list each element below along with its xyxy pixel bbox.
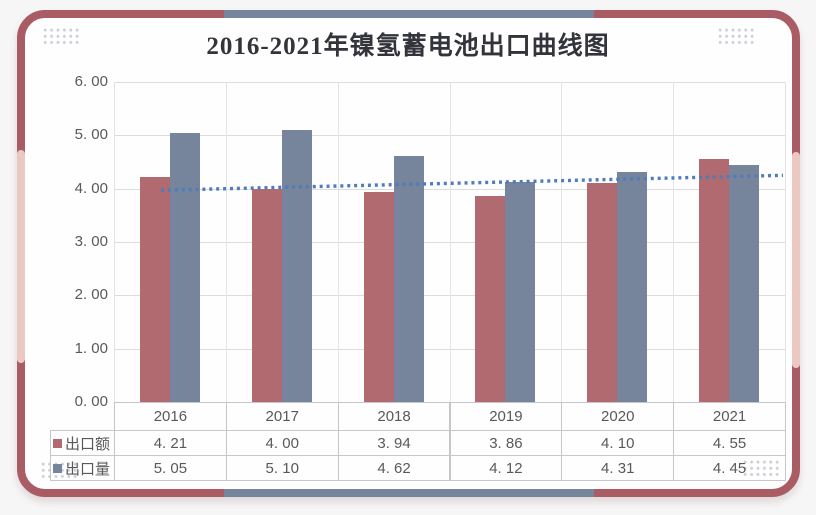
table-value-cell: 4. 55 [673,430,786,456]
y-axis-tick-label: 6. 00 [74,73,108,90]
table-header-year: 2019 [449,402,563,431]
bar-export-value-2020 [587,183,618,402]
table-value-cell: 4. 45 [673,455,786,481]
frame-accent-right [792,152,800,368]
y-axis-tick-label: 0. 00 [74,393,108,410]
bar-export-volume-2016 [169,132,200,402]
y-axis-tick-label: 5. 00 [74,126,108,144]
y-axis-tick-label: 4. 00 [74,179,108,197]
table-value-cell: 4. 31 [561,455,675,481]
y-axis-tick-label: 1. 00 [74,339,108,357]
bar-export-volume-2019 [505,182,536,402]
v-gridline [785,82,786,402]
v-gridline [561,82,563,402]
v-gridline [225,82,227,402]
table-value-cell: 3. 86 [449,430,563,456]
bar-export-value-2019 [475,196,506,402]
table-row-legend: 出口额 [50,430,115,456]
table-value-cell: 4. 00 [225,430,339,456]
table-value-cell: 4. 62 [337,455,451,481]
table-value-cell: 4. 10 [561,430,675,456]
table-header-year: 2016 [114,402,227,431]
corner-dots-bottom-right [742,459,779,476]
frame-accent-bottom [224,489,594,497]
table-value-cell: 3. 94 [337,430,451,456]
legend-label: 出口量 [65,460,111,478]
frame-accent-top [224,10,594,18]
legend-label: 出口额 [65,435,111,453]
bar-export-value-2018 [363,191,394,402]
v-gridline [337,82,339,402]
frame-accent-left [17,150,25,363]
table-value-cell: 4. 12 [449,455,563,481]
table-row-legend: 出口量 [50,455,115,481]
bar-export-volume-2021 [729,164,760,402]
v-gridline [449,82,451,402]
y-axis-tick-label: 2. 00 [74,286,108,304]
legend-swatch [53,463,62,473]
v-gridline [673,82,675,402]
legend-swatch [53,438,62,448]
bar-export-volume-2020 [617,172,648,402]
table-header-year: 2017 [225,402,339,431]
table-header-year: 2018 [337,402,451,431]
bar-export-volume-2018 [393,155,424,402]
bar-export-value-2016 [139,177,170,402]
table-value-cell: 5. 10 [225,455,339,481]
table-value-cell: 5. 05 [114,455,227,481]
bar-export-volume-2017 [281,130,312,402]
chart-title: 2016-2021年镍氢蓄电池出口曲线图 [206,33,610,60]
v-gridline [114,82,115,402]
y-axis-tick-label: 3. 00 [74,233,108,250]
bar-export-value-2021 [699,159,730,402]
bar-export-value-2017 [251,188,282,402]
table-header-year: 2021 [673,402,786,431]
table-header-year: 2020 [561,402,675,431]
corner-dots-top-left [42,27,79,44]
table-value-cell: 4. 21 [114,430,227,456]
corner-dots-top-right [717,27,754,44]
